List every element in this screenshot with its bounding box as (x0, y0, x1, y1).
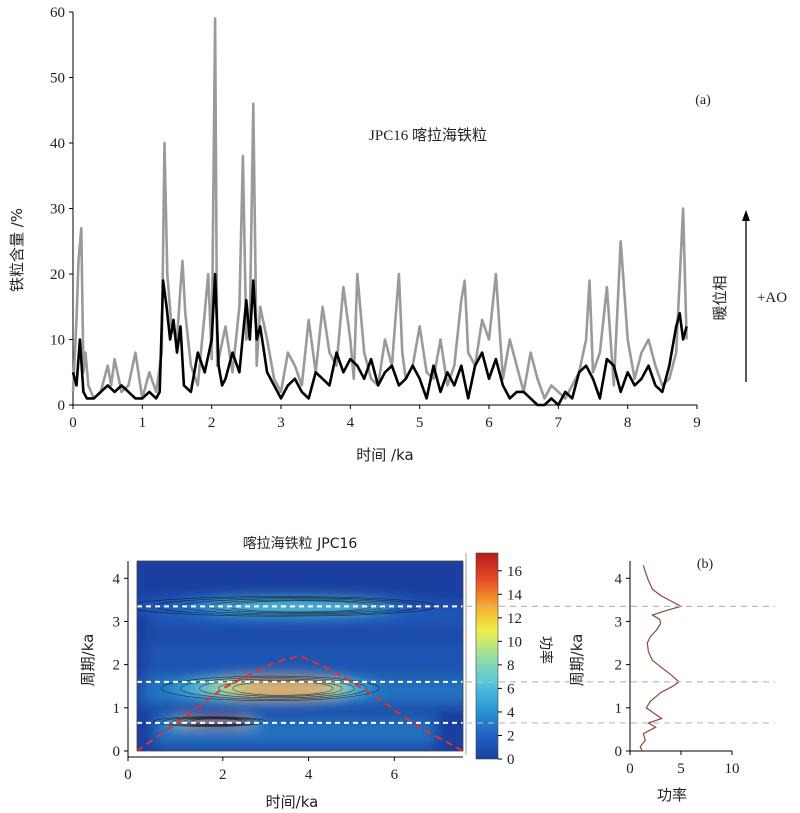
wavelet-power-field (137, 596, 463, 747)
panel-a-axes: 0 1 2 3 4 5 6 7 8 9 0 10 20 30 40 50 60 (50, 5, 701, 431)
global-power-ylabel: 周期/ka (568, 634, 586, 687)
panel-b-y-tick-label: 4 (113, 571, 121, 587)
wavelet-contour (180, 677, 368, 700)
wavelet-contour (199, 678, 355, 699)
wavelet-contour (162, 716, 261, 727)
colorbar-tick-label: 2 (507, 728, 515, 744)
panel-a-x-tick-label: 3 (277, 415, 285, 431)
colorbar-tick-label: 0 (507, 752, 515, 768)
smoothed-series-line (71, 272, 688, 407)
global-power-y-tick-label: 4 (615, 571, 623, 587)
panel-b-global-power: (b) 0 5 10 0 1 2 3 4 功率 周期/ka (568, 557, 740, 804)
wavelet-contour (153, 716, 267, 727)
panel-a-label: (a) (695, 93, 711, 108)
global-power-xlabel: 功率 (657, 786, 687, 804)
panel-a-ylabel: 铁粒含量 /% (8, 208, 26, 292)
panel-a-x-tick-label: 5 (416, 415, 424, 431)
panel-b-y-tick-label: 1 (113, 701, 121, 717)
panel-b-y-tick-label: 3 (113, 614, 121, 630)
panel-a-y-tick-label: 60 (50, 5, 65, 21)
global-power-x-tick-label: 5 (677, 761, 685, 777)
panel-b-x-tick-label: 2 (219, 767, 227, 783)
panel-b-y-tick-label: 2 (113, 658, 121, 674)
panel-a-y-tick-label: 10 (50, 333, 65, 349)
panel-b-y-tick-label: 0 (113, 744, 121, 760)
panel-a-title: JPC16 喀拉海铁粒 (369, 127, 487, 144)
colorbar-ticks: 0 2 4 6 8 10 12 14 16 (498, 564, 523, 768)
wavelet-contour (189, 718, 243, 725)
panel-b-ylabel: 周期/ka (79, 634, 97, 687)
wavelet-power-blob (232, 681, 334, 696)
global-power-y-tick-label: 1 (615, 701, 623, 717)
global-power-axes: 0 5 10 0 1 2 3 4 (615, 561, 740, 777)
panel-a-x-tick-label: 8 (624, 415, 632, 431)
significance-lines (137, 605, 463, 724)
panel-a-y-tick-label: 30 (50, 202, 65, 218)
colorbar-tick-label: 6 (507, 681, 515, 697)
panel-b-x-tick-label: 4 (305, 767, 313, 783)
panel-b-x-tick-label: 6 (391, 767, 399, 783)
global-power-y-tick-label: 2 (615, 658, 623, 674)
global-power-y-tick-label: 3 (615, 614, 623, 630)
ao-label: +AO (757, 290, 787, 306)
global-power-y-tick-label: 0 (615, 744, 623, 760)
warm-phase-label: 暖位相 (711, 275, 729, 320)
panel-a-y-tick-label: 20 (50, 267, 65, 283)
panel-b-xlabel: 时间/ka (266, 793, 319, 811)
global-power-series (639, 565, 683, 752)
panel-a-x-tick-label: 0 (69, 415, 77, 431)
panel-a-y-tick-label: 50 (50, 71, 65, 87)
wavelet-contour (218, 680, 343, 697)
warm-phase-arrowhead (742, 210, 750, 221)
wavelet-contour (172, 717, 254, 726)
panel-b-label: (b) (697, 557, 714, 572)
panel-a-x-tick-label: 4 (347, 415, 355, 431)
panel-b-x-tick-label: 0 (124, 767, 132, 783)
panel-a-y-tick-label: 0 (58, 398, 66, 414)
colorbar-tick-label: 8 (507, 658, 515, 674)
global-power-x-tick-label: 10 (725, 761, 740, 777)
panel-a-x-tick-label: 9 (693, 415, 701, 431)
panel-a-x-tick-label: 7 (555, 415, 563, 431)
panel-a-x-tick-label: 2 (208, 415, 216, 431)
colorbar-tick-label: 4 (507, 705, 515, 721)
panel-a-series (71, 17, 688, 407)
wavelet-frame (136, 560, 464, 752)
raw-series-line (71, 17, 688, 400)
panel-a-x-tick-label: 1 (139, 415, 147, 431)
panel-b-axes: 0 2 4 6 0 1 2 3 4 (113, 561, 463, 783)
wavelet-contour (182, 718, 248, 726)
colorbar (475, 552, 499, 760)
colorbar-tick-label: 16 (507, 564, 523, 580)
colorbar-label: 功率 (537, 636, 554, 664)
colorbar-tick-label: 10 (507, 634, 522, 650)
colorbar-tick-label: 12 (507, 611, 522, 627)
panel-b-title: 喀拉海铁粒 JPC16 (243, 536, 358, 552)
panel-a-xlabel: 时间 /ka (356, 446, 413, 464)
period-link-lines (466, 605, 775, 724)
panel-a-x-tick-label: 6 (485, 415, 493, 431)
global-power-line (639, 565, 683, 752)
panel-a-y-tick-label: 40 (50, 136, 65, 152)
colorbar-tick-label: 14 (507, 587, 523, 603)
wavelet-contour (161, 675, 380, 701)
wavelet-background-band (145, 640, 463, 672)
global-power-x-tick-label: 0 (626, 761, 634, 777)
